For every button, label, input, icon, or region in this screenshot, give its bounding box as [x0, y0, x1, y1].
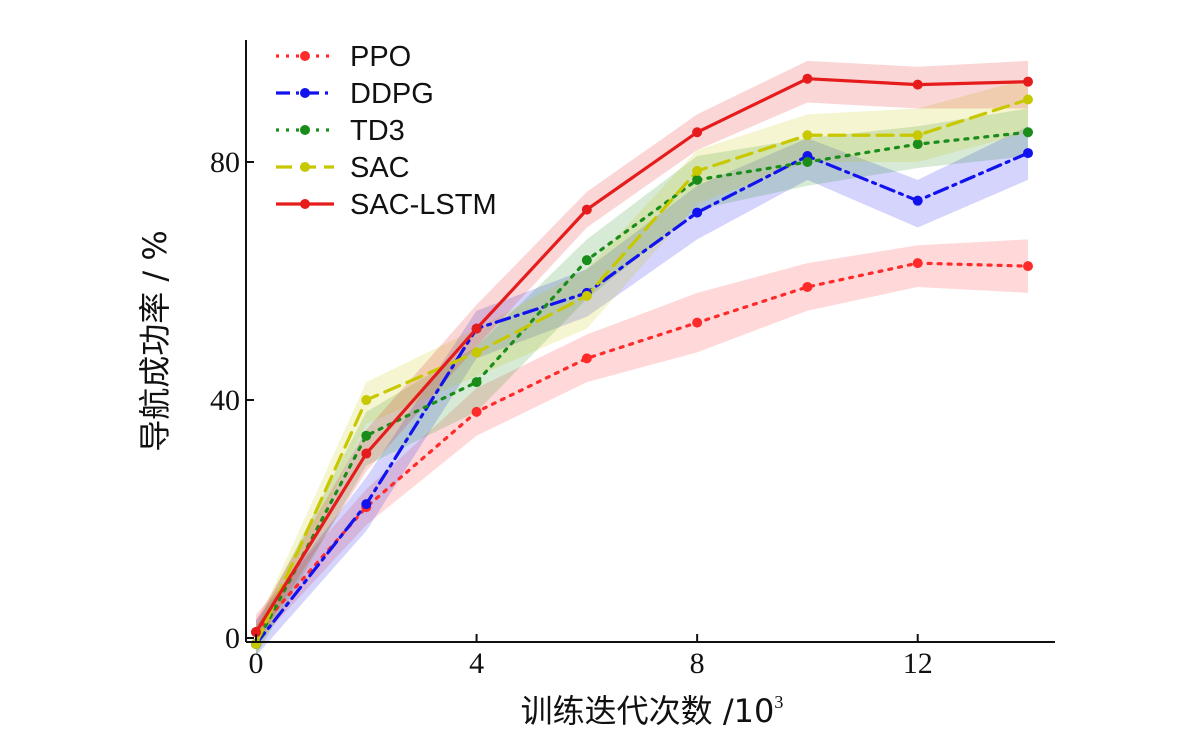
axis-ticks: 0 4 8 12 0 40 80 [210, 146, 933, 680]
x-axis-label-exponent: 3 [774, 692, 783, 712]
point-ddpg-7 [1023, 148, 1033, 159]
point-ppo-3 [581, 353, 592, 364]
y-tick-label-40: 40 [210, 384, 240, 417]
point-td3-6 [912, 139, 923, 150]
point-sac-lstm-1 [361, 448, 372, 459]
point-ddpg-4 [692, 207, 703, 218]
x-axis-label-main: 训练迭代次数 /10 [521, 692, 775, 730]
legend-marker-sac-lstm [300, 199, 310, 209]
legend-label-ddpg: DDPG [350, 78, 434, 110]
point-ppo-7 [1023, 261, 1033, 272]
x-tick-label-8: 8 [690, 647, 705, 680]
band-ddpg [256, 126, 1028, 656]
band-td3 [256, 108, 1028, 656]
y-axis-label: 导航成功率 / % [136, 230, 174, 452]
point-td3-5 [802, 157, 813, 167]
point-sac-6 [912, 130, 923, 141]
legend-label-td3: TD3 [350, 115, 405, 147]
line-ddpg [254, 151, 1030, 646]
line-sac [254, 97, 1030, 646]
point-sac-7 [1023, 94, 1033, 105]
legend-label-sac: SAC [350, 152, 410, 184]
point-sac-lstm-5 [802, 73, 813, 84]
point-ddpg-6 [912, 195, 923, 206]
confidence-bands [256, 60, 1028, 656]
x-axis-label: 训练迭代次数 /103 [521, 692, 784, 730]
legend: PPO DDPG TD3 SAC SAC-LSTM [276, 41, 497, 221]
point-sac-3 [581, 290, 592, 301]
line-ppo [254, 261, 1030, 634]
x-tick-label-12: 12 [903, 647, 933, 680]
point-td3-2 [471, 377, 482, 388]
x-tick-label-0: 0 [249, 647, 264, 680]
x-tick-label-4: 4 [469, 647, 484, 680]
legend-marker-ppo [300, 51, 310, 61]
point-sac-5 [802, 130, 813, 141]
point-td3-4 [692, 174, 703, 185]
point-ppo-4 [692, 317, 703, 328]
point-sac-4 [692, 165, 703, 176]
y-tick-label-0: 0 [225, 622, 240, 655]
point-td3-7 [1023, 127, 1033, 138]
legend-marker-ddpg [300, 88, 310, 98]
point-ddpg-1 [361, 499, 372, 510]
legend-label-ppo: PPO [350, 41, 411, 73]
band-sac [256, 78, 1028, 656]
point-td3-3 [581, 255, 592, 266]
line-td3 [254, 130, 1030, 646]
series-lines [254, 77, 1030, 646]
band-sac-lstm [256, 60, 1028, 644]
legend-marker-sac [300, 162, 310, 172]
point-td3-1 [361, 430, 372, 441]
point-ppo-2 [471, 406, 482, 417]
point-ppo-6 [912, 258, 923, 269]
axes [245, 40, 1055, 643]
band-ppo [256, 239, 1028, 644]
line-sac-lstm [254, 77, 1030, 634]
series-points [251, 73, 1033, 649]
y-tick-label-80: 80 [210, 146, 240, 179]
point-sac-lstm-7 [1023, 76, 1033, 87]
legend-label-sac-lstm: SAC-LSTM [350, 189, 497, 221]
point-sac-1 [361, 395, 372, 405]
legend-marker-td3 [300, 125, 310, 135]
point-sac-lstm-6 [912, 79, 923, 90]
point-sac-2 [471, 347, 482, 358]
point-ppo-5 [802, 281, 813, 292]
point-sac-lstm-2 [471, 323, 482, 334]
point-sac-lstm-0 [251, 627, 261, 638]
point-sac-lstm-3 [581, 204, 592, 215]
point-sac-lstm-4 [692, 127, 703, 138]
